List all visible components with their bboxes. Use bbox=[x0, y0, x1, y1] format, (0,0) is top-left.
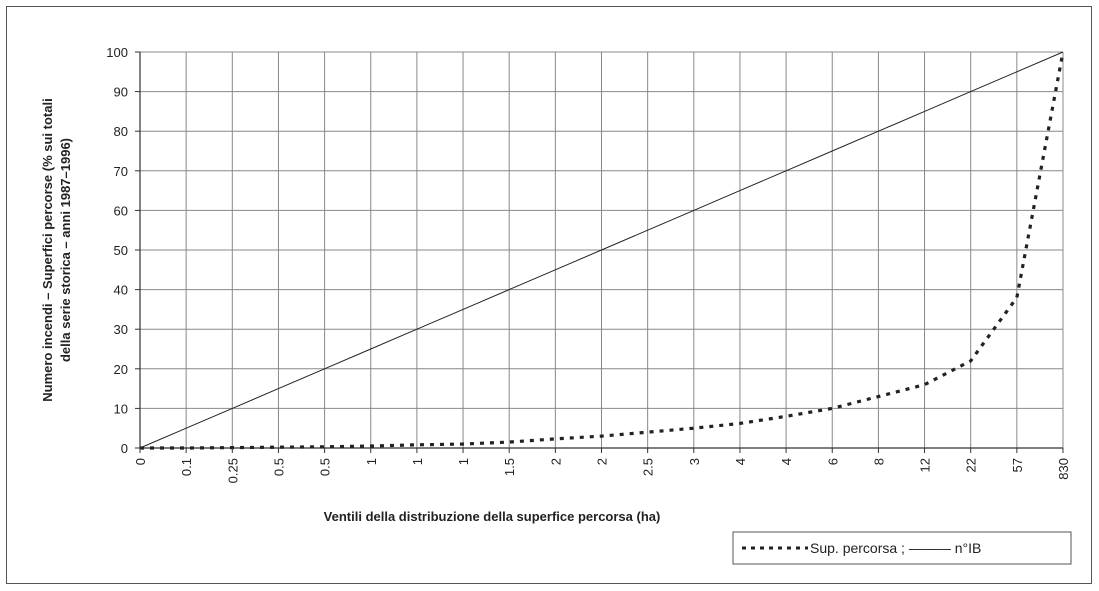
y-tick-label: 70 bbox=[114, 164, 128, 179]
y-tick-label: 100 bbox=[106, 45, 128, 60]
x-axis-ticks: 0 0.1 0.25 0.5 0.5 1 1 1 1.5 2 2 2.5 3 4 4 6 8 12 22 57 830 bbox=[133, 448, 1071, 483]
y-tick-label: 60 bbox=[114, 203, 128, 218]
x-tick-label: 57 bbox=[1010, 458, 1025, 472]
x-tick-label: 2.5 bbox=[641, 458, 656, 476]
legend-text: Sup. percorsa ; ——— n°IB bbox=[810, 540, 981, 556]
x-tick-label: 1 bbox=[364, 458, 379, 465]
x-tick-label: 1 bbox=[410, 458, 425, 465]
y-tick-label: 40 bbox=[114, 283, 128, 298]
x-tick-label: 3 bbox=[687, 458, 702, 465]
x-tick-label: 0 bbox=[133, 458, 148, 465]
y-tick-label: 10 bbox=[114, 401, 128, 416]
series-line-n-ib bbox=[139, 51, 1064, 449]
y-tick-label: 50 bbox=[114, 243, 128, 258]
x-tick-label: 4 bbox=[733, 458, 748, 465]
y-axis-title-line1: Numero incendi – Superfici percorse (% s… bbox=[40, 98, 55, 401]
y-axis-title-line2: della serie storica – anni 1987–1996) bbox=[58, 138, 73, 362]
x-tick-label: 0.5 bbox=[318, 458, 333, 476]
y-tick-label: 90 bbox=[114, 85, 128, 100]
y-tick-label: 80 bbox=[114, 124, 128, 139]
x-tick-label: 8 bbox=[871, 458, 886, 465]
x-tick-label: 0.1 bbox=[179, 458, 194, 476]
x-tick-label: 6 bbox=[825, 458, 840, 465]
x-tick-label: 4 bbox=[779, 458, 794, 465]
x-tick-label: 2 bbox=[548, 458, 563, 465]
x-tick-label: 22 bbox=[964, 458, 979, 472]
x-tick-label: 1 bbox=[456, 458, 471, 465]
x-axis-title: Ventili della distribuzione della superf… bbox=[324, 509, 661, 524]
series-line-sup-percorsa bbox=[140, 51, 1065, 450]
legend: Sup. percorsa ; ——— n°IB bbox=[732, 531, 1072, 565]
x-tick-label: 12 bbox=[918, 458, 933, 472]
x-tick-label: 830 bbox=[1056, 458, 1071, 480]
x-tick-label: 0.25 bbox=[225, 458, 240, 483]
series-layer bbox=[139, 51, 1065, 450]
y-tick-label: 30 bbox=[114, 322, 128, 337]
x-tick-label: 2 bbox=[595, 458, 610, 465]
x-tick-label: 1.5 bbox=[502, 458, 517, 476]
y-tick-label: 0 bbox=[121, 441, 128, 456]
y-tick-label: 20 bbox=[114, 362, 128, 377]
y-axis-ticks: 0 10 20 30 40 50 60 70 80 90 100 bbox=[106, 45, 140, 456]
chart-frame bbox=[6, 6, 1092, 584]
x-tick-label: 0.5 bbox=[271, 458, 286, 476]
